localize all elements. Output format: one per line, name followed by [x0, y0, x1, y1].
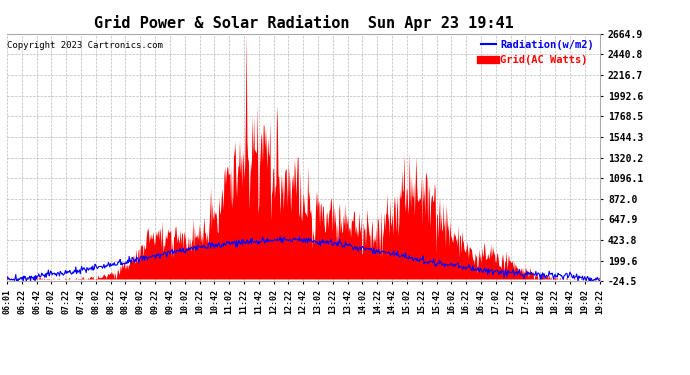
Text: Copyright 2023 Cartronics.com: Copyright 2023 Cartronics.com — [8, 41, 164, 50]
Title: Grid Power & Solar Radiation  Sun Apr 23 19:41: Grid Power & Solar Radiation Sun Apr 23 … — [94, 15, 513, 31]
Legend: Radiation(w/m2), Grid(AC Watts): Radiation(w/m2), Grid(AC Watts) — [476, 36, 598, 69]
